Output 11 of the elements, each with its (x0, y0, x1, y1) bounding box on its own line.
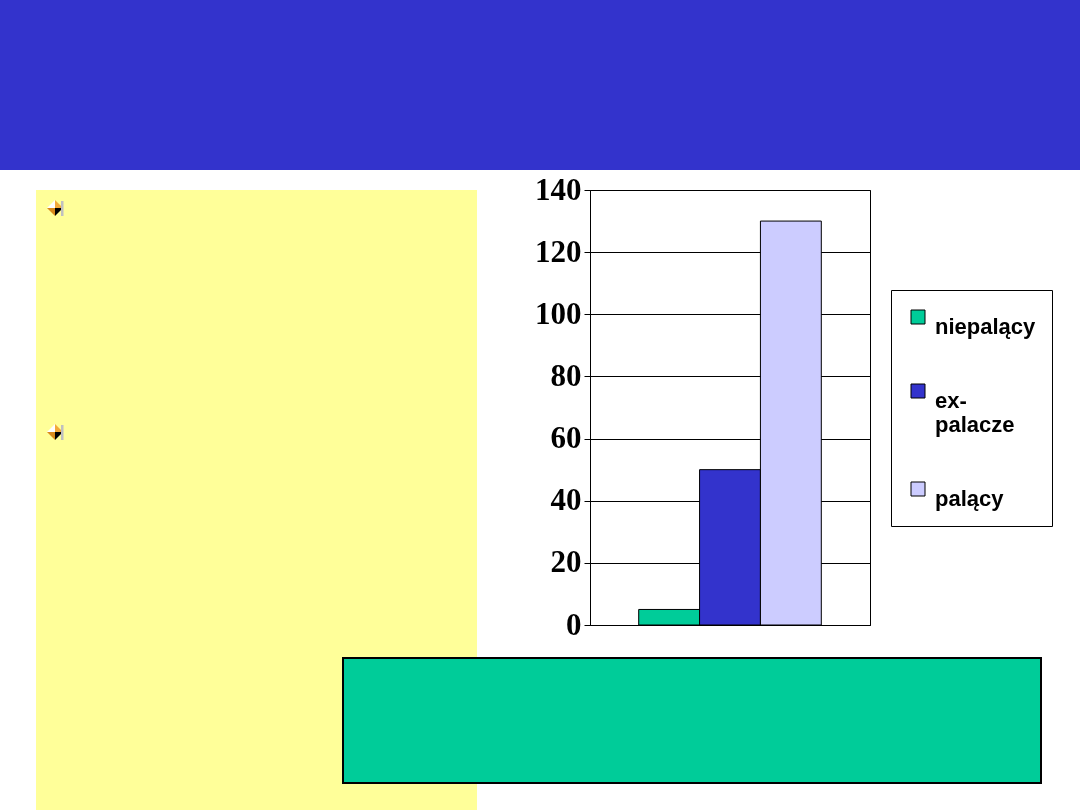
legend-label: niepalący (935, 314, 1037, 339)
y-tick-label: 120 (535, 233, 582, 269)
y-tick-label: 140 (535, 171, 582, 207)
y-tick-label: 60 (550, 420, 582, 456)
y-tick-label: 20 (550, 544, 582, 580)
y-tick-label: 0 (566, 606, 582, 642)
y-tick-label: 80 (550, 357, 582, 393)
y-tick-label: 100 (535, 295, 582, 331)
y-tick-label: 40 (550, 482, 582, 518)
legend-label: ex-palacze (935, 388, 1015, 437)
legend-label: palący (935, 486, 1005, 511)
